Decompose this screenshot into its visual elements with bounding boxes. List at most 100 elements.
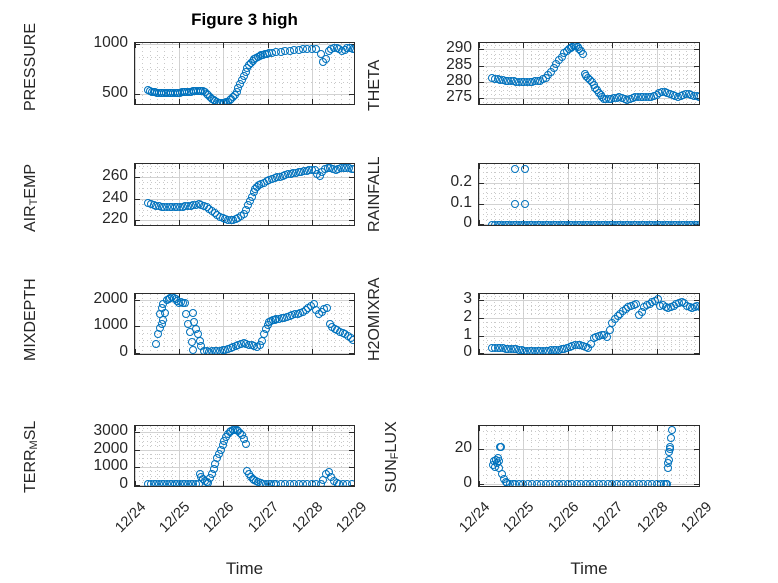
data-point bbox=[312, 44, 321, 53]
ytick-label: 1000 bbox=[93, 316, 128, 334]
data-point bbox=[696, 220, 699, 225]
data-point bbox=[349, 336, 354, 345]
xtick-label: 12/24 bbox=[112, 499, 150, 536]
data-point bbox=[241, 440, 250, 449]
xtick-label: 12/27 bbox=[244, 499, 282, 536]
data-point bbox=[187, 337, 196, 346]
axes-air_temp bbox=[134, 163, 355, 226]
ytick-label: 20 bbox=[454, 438, 472, 456]
ytick-label: 0 bbox=[119, 474, 128, 492]
data-point bbox=[180, 299, 189, 307]
xtick-label: 12/25 bbox=[500, 499, 538, 536]
data-point bbox=[189, 345, 198, 354]
ylabel-theta: THETA bbox=[366, 59, 383, 111]
axes-theta bbox=[478, 42, 700, 105]
ytick-label: 290 bbox=[446, 39, 472, 57]
ylabel-h2omixra: H2OMIXRA bbox=[366, 277, 383, 361]
ytick-label: 220 bbox=[102, 210, 128, 228]
ytick-label: 0 bbox=[463, 343, 472, 361]
data-point bbox=[495, 457, 504, 466]
data-point bbox=[258, 336, 267, 345]
data-point bbox=[695, 92, 699, 101]
ylabel-terr_msl: TERRMSL bbox=[22, 420, 40, 493]
ylabel-mixdepth: MIXDEPTH bbox=[22, 278, 39, 361]
data-point bbox=[605, 326, 614, 335]
data-point bbox=[348, 44, 354, 53]
data-point bbox=[521, 164, 530, 173]
xtick-label: 12/29 bbox=[333, 499, 371, 536]
ytick-label: 0 bbox=[463, 474, 472, 492]
data-terr_msl bbox=[135, 426, 354, 486]
ytick-label: 0 bbox=[463, 214, 472, 232]
ytick-label: 275 bbox=[446, 87, 472, 105]
xtick-label: 12/29 bbox=[678, 499, 716, 536]
data-h2omixra bbox=[479, 294, 699, 354]
data-point bbox=[667, 426, 676, 434]
data-theta bbox=[479, 43, 699, 104]
data-point bbox=[188, 309, 197, 318]
data-point bbox=[350, 165, 354, 174]
data-point bbox=[665, 443, 674, 452]
data-point bbox=[521, 199, 530, 208]
xtick-label: 12/25 bbox=[156, 499, 194, 536]
ytick-label: 0 bbox=[119, 342, 128, 360]
axes-h2omixra bbox=[478, 293, 700, 355]
ytick-label: 0.1 bbox=[450, 193, 472, 211]
ylabel-rainfall: RAINFALL bbox=[366, 156, 383, 232]
ytick-label: 500 bbox=[102, 84, 128, 101]
ytick-label: 1000 bbox=[93, 34, 128, 51]
ylabel-pressure: PRESSURE bbox=[22, 22, 39, 111]
chart-title: Figure 3 high bbox=[191, 10, 298, 29]
data-sun_flux bbox=[479, 426, 699, 486]
ytick-label: 285 bbox=[446, 55, 472, 73]
axes-sun_flux bbox=[478, 425, 700, 487]
ytick-label: 1000 bbox=[93, 457, 128, 475]
data-point bbox=[665, 455, 673, 464]
data-point bbox=[663, 480, 672, 486]
data-point bbox=[161, 309, 170, 318]
xtick-label: 12/24 bbox=[456, 499, 494, 536]
data-point bbox=[693, 220, 699, 225]
data-point bbox=[511, 165, 520, 174]
data-rainfall bbox=[479, 164, 699, 225]
ytick-label: 260 bbox=[102, 167, 128, 185]
data-air_temp bbox=[135, 164, 354, 225]
ylabel-sun_flux: SUNFLUX bbox=[383, 421, 401, 493]
data-point bbox=[696, 302, 699, 311]
xlabel-time: Time bbox=[570, 559, 608, 578]
ytick-label: 240 bbox=[102, 188, 128, 206]
ytick-label: 2 bbox=[463, 307, 472, 325]
axes-pressure bbox=[134, 42, 355, 105]
data-point bbox=[497, 443, 506, 452]
xtick-label: 12/27 bbox=[589, 499, 627, 536]
data-mixdepth bbox=[135, 294, 354, 354]
ytick-label: 2000 bbox=[93, 439, 128, 457]
xtick-label: 12/26 bbox=[200, 499, 238, 536]
ytick-label: 0.2 bbox=[450, 172, 472, 190]
axes-mixdepth bbox=[134, 293, 355, 355]
data-point bbox=[666, 434, 675, 443]
grid-rainfall bbox=[479, 164, 699, 225]
data-point bbox=[322, 303, 331, 312]
axes-rainfall bbox=[478, 163, 700, 226]
data-point bbox=[347, 480, 354, 486]
xtick-label: 12/28 bbox=[633, 499, 671, 536]
data-point bbox=[511, 199, 520, 208]
data-point bbox=[152, 339, 161, 348]
data-pressure bbox=[135, 43, 354, 104]
ytick-label: 3 bbox=[463, 290, 472, 308]
axes-terr_msl bbox=[134, 425, 355, 487]
data-point bbox=[632, 299, 641, 308]
ytick-label: 1 bbox=[463, 325, 472, 343]
data-point bbox=[351, 45, 354, 53]
xtick-label: 12/26 bbox=[545, 499, 583, 536]
xtick-label: 12/28 bbox=[289, 499, 327, 536]
data-point bbox=[578, 50, 587, 58]
xlabel-time: Time bbox=[225, 559, 264, 578]
ytick-label: 280 bbox=[446, 71, 472, 89]
ylabel-air_temp: AIRTEMP bbox=[22, 163, 40, 232]
data-point bbox=[321, 55, 330, 63]
ytick-label: 2000 bbox=[93, 289, 128, 307]
ytick-label: 3000 bbox=[93, 422, 128, 440]
